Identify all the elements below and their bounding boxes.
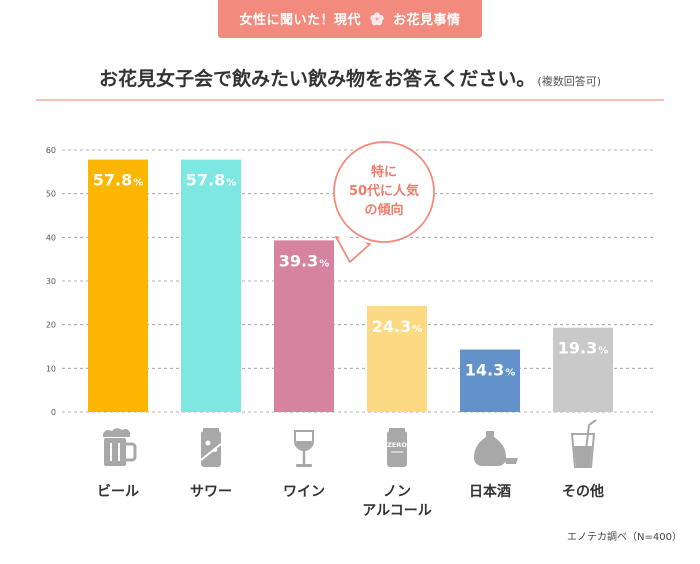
callout-line: 特に [371,164,397,180]
data-label: 24.3% [372,317,423,336]
x-tick-label: その他 [562,483,604,500]
callout-line: の傾向 [364,202,403,218]
wine-glass-icon [294,430,314,467]
source-note: エノテカ調べ（N=400） [567,532,682,543]
y-tick-label: 50 [46,190,56,199]
x-tick-label: ワイン [283,484,325,500]
data-label: 14.3% [465,361,516,380]
x-tick-label: ビール [97,484,139,500]
sake-bottle-icon [473,431,518,467]
x-tick-label: ノン [383,484,411,500]
zero-can-icon: ZERO [387,428,407,467]
bar [274,240,334,412]
page-title: お花見女子会で飲みたい飲み物をお答えください。 (複数回答可) [0,64,700,91]
badge-prefix: 女性に聞いた！現代 [239,13,361,28]
bar [181,159,241,412]
badge-text: 女性に聞いた！現代 お花見事情 [218,9,482,28]
title-note: (複数回答可) [537,75,602,88]
data-label: 57.8% [93,171,144,190]
x-tick-label: アルコール [362,503,432,519]
callout-line: 50代に人気 [349,183,419,199]
data-label: 57.8% [186,171,237,190]
data-label: 39.3% [279,251,330,270]
title-main: お花見女子会で飲みたい飲み物をお答えください。 [98,68,536,90]
title-divider [36,99,664,101]
beer-mug-icon [103,428,137,466]
drinking-glass-icon [570,419,597,468]
badge-suffix: お花見事情 [393,13,461,28]
category-icons: ZERO [103,419,597,468]
bar [460,349,520,412]
soda-can-icon [200,428,222,467]
bars: 57.8% 57.8% 39.3% 24.3% 14.3% 19.3% [88,159,613,412]
y-tick-label: 60 [46,146,56,155]
zero-label: ZERO [387,441,407,449]
y-tick-label: 0 [51,408,56,417]
sakura-flower-icon [370,12,384,26]
x-tick-label: サワー [190,484,232,500]
y-tick-label: 30 [46,277,56,286]
bar [367,305,427,412]
y-tick-label: 20 [46,321,56,330]
y-tick-label: 10 [46,364,56,373]
y-tick-label: 40 [46,233,56,242]
x-tick-label: 日本酒 [469,483,511,500]
bar [553,327,613,412]
header-badge: 女性に聞いた！現代 お花見事情 [218,0,482,38]
bar [88,159,148,412]
data-label: 19.3% [558,339,609,358]
